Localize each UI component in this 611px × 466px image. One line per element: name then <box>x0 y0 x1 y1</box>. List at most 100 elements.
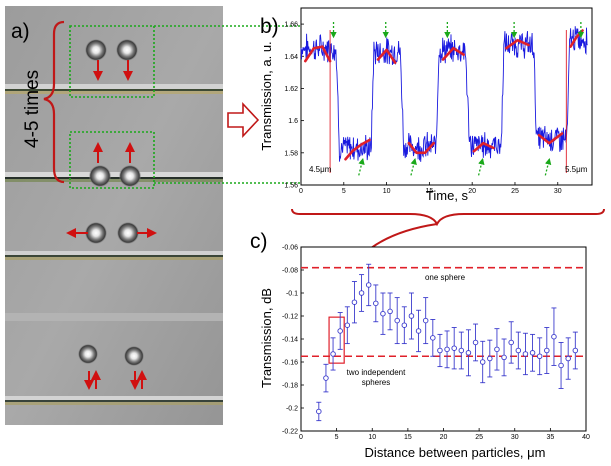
highlight-box <box>328 316 345 364</box>
panel-b-time-trace: 0 5 10 15 20 25 30 1.56 1.58 1.6 1.62 1.64 1.66 4.5μ… <box>259 7 593 203</box>
guide-arrow <box>358 157 365 176</box>
point-marker <box>451 345 457 351</box>
plot-b-series <box>300 26 588 162</box>
fit-curve <box>407 141 435 155</box>
point-marker <box>551 333 557 340</box>
plot-b-xlabel: Time, s <box>426 188 469 203</box>
data-point <box>501 338 507 377</box>
y-tick-label: 1.62 <box>284 86 298 93</box>
x-tick-label: 0 <box>299 434 303 441</box>
fit-curve <box>376 48 397 65</box>
x-tick-label: 20 <box>468 188 476 195</box>
data-point <box>422 297 429 345</box>
point-marker <box>472 339 479 346</box>
fit-curve <box>441 46 465 61</box>
frame-3 <box>5 222 223 260</box>
x-tick-label: 10 <box>368 434 376 441</box>
panel-a-letter: a) <box>11 20 30 43</box>
data-point <box>458 331 465 370</box>
data-point <box>572 331 579 370</box>
plot-c-highlight <box>328 316 345 364</box>
fit-curve <box>303 45 332 63</box>
data-point <box>323 363 329 393</box>
point-marker <box>458 347 465 354</box>
y-tick-label: -0.08 <box>282 268 298 275</box>
data-point <box>358 274 365 312</box>
frame-4 <box>5 313 223 405</box>
particle <box>85 222 107 244</box>
data-point <box>380 292 386 335</box>
x-tick-label: 30 <box>554 188 562 195</box>
y-tick-label: -0.12 <box>282 314 298 321</box>
point-marker <box>394 317 400 324</box>
point-marker <box>465 350 472 356</box>
point-marker <box>380 310 386 317</box>
data-point <box>522 332 529 376</box>
point-marker <box>508 339 514 346</box>
data-point <box>472 323 479 362</box>
annotation-4-5um: 4.5μm <box>309 165 332 174</box>
point-marker <box>536 353 543 360</box>
x-tick-label: 35 <box>546 434 554 441</box>
panel-a-micrographs: a) 4-5 times <box>5 6 260 425</box>
x-tick-label: 15 <box>425 188 433 195</box>
point-marker <box>444 346 450 353</box>
panel-c-letter: c) <box>250 230 268 253</box>
frame-2 <box>5 142 223 187</box>
plot-b-fits <box>303 29 584 161</box>
data-point <box>551 307 557 366</box>
y-tick-label: -0.2 <box>286 406 298 413</box>
panel-b-letter: b) <box>260 15 279 38</box>
y-tick-label: 1.58 <box>284 150 298 157</box>
x-tick-label: 25 <box>511 188 519 195</box>
data-point <box>536 337 543 376</box>
point-marker <box>558 362 564 369</box>
x-tick-label: 40 <box>582 434 590 441</box>
plot-c-ylabel: Transmission, dB <box>259 288 274 388</box>
y-tick-label: -0.22 <box>282 429 298 436</box>
point-marker <box>572 347 579 354</box>
micrograph-strip <box>5 6 223 425</box>
point-marker <box>387 308 393 315</box>
fit-curve <box>344 138 371 161</box>
y-tick-label: 1.64 <box>284 54 298 61</box>
point-marker <box>479 359 486 365</box>
point-marker <box>358 290 365 296</box>
guide-arrow <box>477 157 485 176</box>
data-point <box>558 342 564 389</box>
point-marker <box>408 313 415 319</box>
data-point <box>444 330 450 369</box>
data-point <box>387 292 393 331</box>
transmission-trace <box>300 26 588 162</box>
fit-curve <box>472 141 495 153</box>
x-tick-label: 20 <box>440 434 448 441</box>
point-marker <box>430 335 436 341</box>
point-marker <box>344 322 351 328</box>
selection-box-top <box>69 25 155 98</box>
data-point <box>479 340 486 384</box>
data-point <box>373 284 379 323</box>
x-tick-label: 25 <box>475 434 483 441</box>
connector-brace <box>291 208 605 227</box>
particle <box>117 222 139 244</box>
data-point <box>529 333 536 372</box>
plot-c-ticks: 0 5 10 15 20 25 30 35 40 -0.22 -0.2 -0.18 -0.16 -0.14… <box>282 245 590 442</box>
data-point <box>430 319 436 357</box>
annotation-two-spheres-line2: spheres <box>362 378 390 387</box>
y-tick-label: -0.14 <box>282 337 298 344</box>
point-marker <box>351 299 358 305</box>
panel-c-distance-plot: 0 5 10 15 20 25 30 35 40 -0.22 -0.2 -0.18 -0.16 -0.14… <box>250 230 590 460</box>
point-marker <box>487 355 493 362</box>
y-tick-label: -0.1 <box>286 291 298 298</box>
x-tick-label: 10 <box>383 188 391 195</box>
data-point <box>451 327 457 370</box>
plot-c-xlabel: Distance between particles, μm <box>365 445 546 460</box>
x-tick-label: 15 <box>404 434 412 441</box>
point-marker <box>501 354 507 361</box>
point-marker <box>401 322 408 328</box>
point-marker <box>544 347 550 354</box>
point-marker <box>529 350 536 356</box>
point-marker <box>337 328 343 334</box>
particle <box>78 344 98 364</box>
